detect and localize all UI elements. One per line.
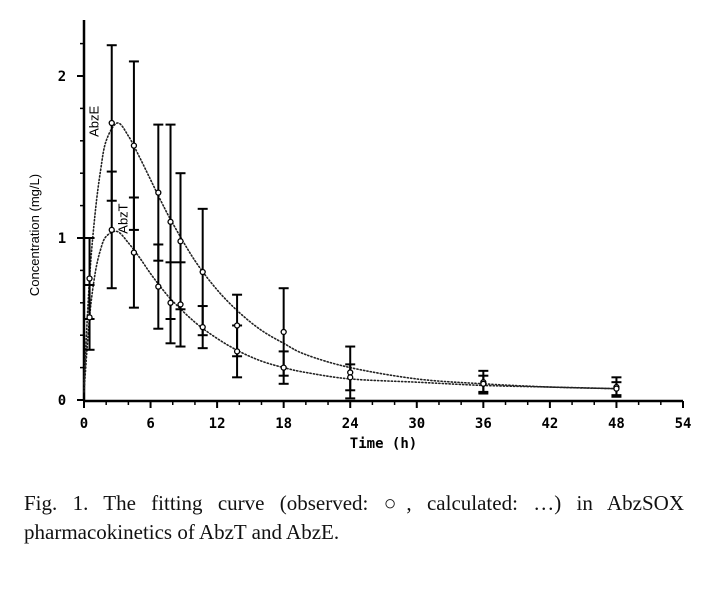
abzt-observed-point: [86, 314, 93, 321]
abze-observed-point: [233, 322, 241, 329]
x-tick-label: 12: [209, 416, 226, 432]
abze-observed-point: [177, 238, 184, 245]
x-axis-title: Time (h): [350, 436, 417, 452]
abzt-observed-point: [167, 299, 174, 306]
abzt-observed-point: [108, 226, 115, 234]
abzt-calculated-curve: [83, 230, 618, 393]
abze-observed-point: [86, 275, 93, 282]
abze-observed-point: [280, 328, 287, 336]
abzt-observed-point: [480, 380, 487, 387]
abze-observed-point: [199, 268, 206, 276]
x-tick-label: 42: [541, 416, 558, 432]
x-tick-label: 30: [408, 416, 425, 432]
figure-caption: Fig. 1. The fitting curve (observed: ○, …: [24, 491, 684, 544]
abzt-observed-point: [613, 385, 620, 392]
series-labels: AbzE AbzT: [86, 105, 130, 233]
abzt-observed-point: [347, 374, 354, 381]
x-tick-label: 18: [275, 416, 292, 432]
y-tick-label: 1: [58, 231, 66, 247]
abze-series-label: AbzE: [86, 105, 101, 136]
abzt-observed-point: [199, 323, 206, 331]
abze-observed-point: [130, 142, 138, 149]
x-tick-label: 36: [475, 416, 492, 432]
error-bars: [84, 44, 622, 400]
x-tick-label: 24: [342, 416, 359, 432]
x-tick-label: 54: [675, 416, 692, 432]
abzt-observed-point: [130, 249, 138, 256]
x-tick-label: 48: [608, 416, 625, 432]
abzt-observed-point: [155, 283, 162, 290]
x-tick-label: 6: [146, 416, 154, 432]
y-axis-title: Concentration (mg/L): [27, 174, 42, 296]
abzt-observed-point: [233, 348, 241, 355]
observed-points: [86, 119, 620, 392]
y-tick-label: 0: [58, 393, 66, 409]
x-tick-label: 0: [80, 416, 88, 432]
y-tick-label: 2: [58, 69, 66, 85]
abze-observed-point: [167, 218, 174, 225]
abzt-series-label: AbzT: [115, 203, 130, 233]
abzt-observed-point: [280, 364, 287, 371]
abze-observed-point: [108, 119, 115, 127]
abze-observed-point: [155, 189, 162, 196]
abzt-observed-point: [177, 301, 184, 308]
